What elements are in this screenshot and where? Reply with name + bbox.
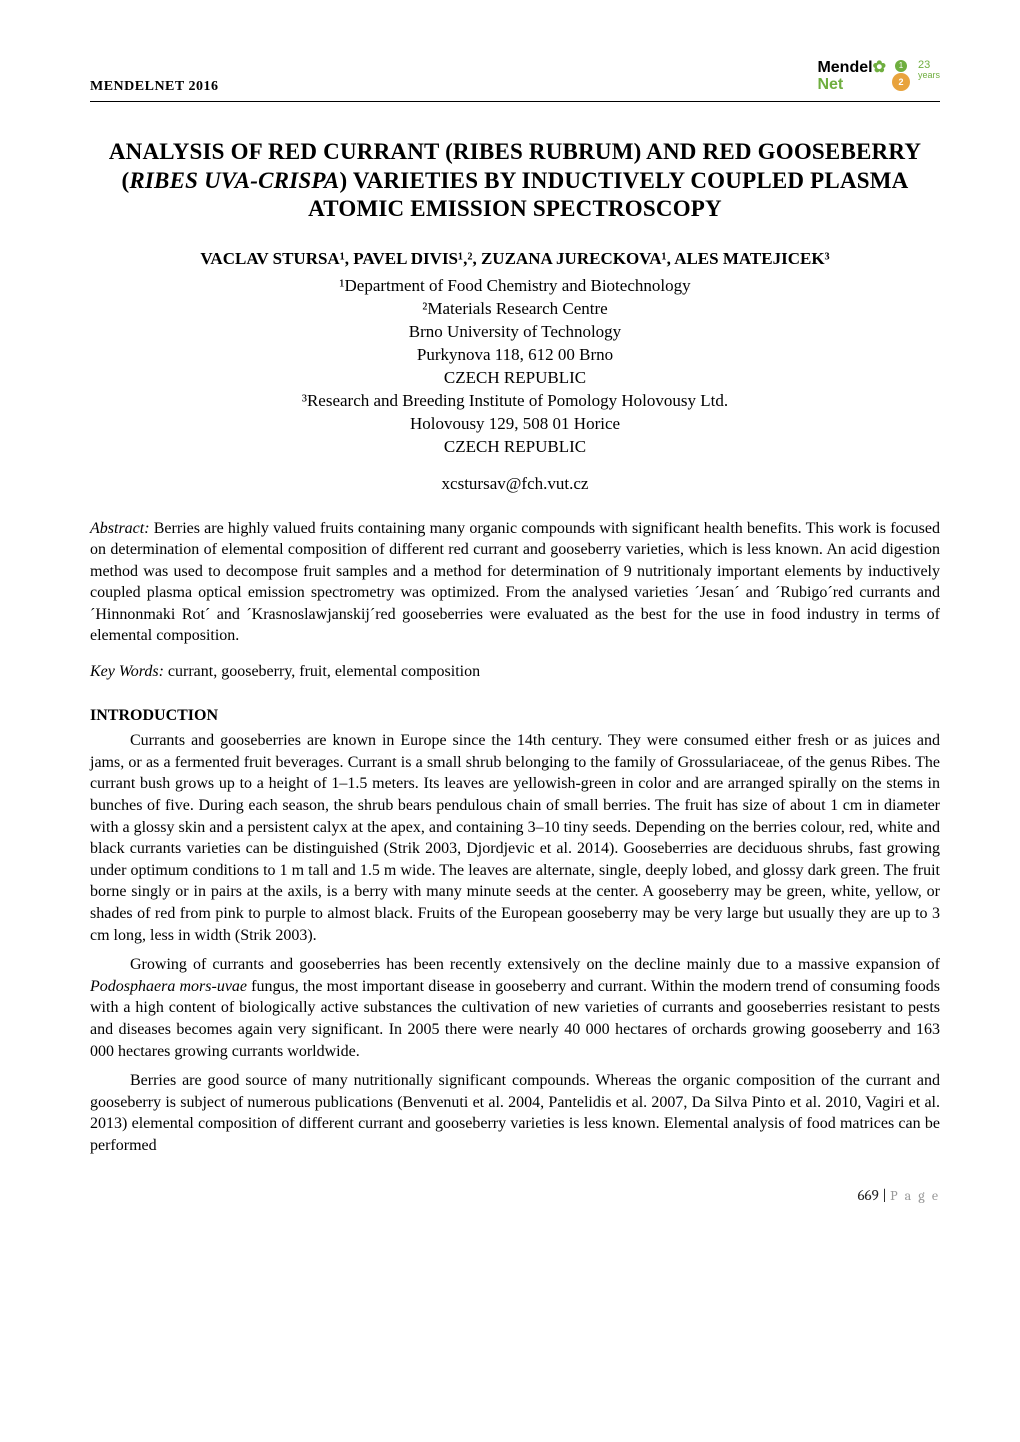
abstract-paragraph: Abstract: Berries are highly valued frui…	[90, 518, 940, 648]
paper-title: ANALYSIS OF RED CURRANT (RIBES RUBRUM) A…	[90, 138, 940, 224]
logo-text: Mendel✿ Net	[817, 60, 886, 94]
affiliation-line: ¹Department of Food Chemistry and Biotec…	[90, 275, 940, 298]
keywords-line: Key Words: currant, gooseberry, fruit, e…	[90, 661, 940, 683]
footer-separator: |	[879, 1186, 890, 1204]
page-label: P a g e	[890, 1187, 940, 1204]
affiliations-block: ¹Department of Food Chemistry and Biotec…	[90, 275, 940, 459]
logo-dot-1: 1	[895, 60, 907, 72]
affiliation-line: Brno University of Technology	[90, 321, 940, 344]
logo-years: 23 years	[918, 60, 940, 80]
keywords-label: Key Words:	[90, 663, 164, 680]
body-paragraph: Growing of currants and gooseberries has…	[90, 954, 940, 1062]
logo-leaf-icon: ✿	[873, 59, 886, 76]
conference-name: MENDELNET 2016	[90, 60, 218, 97]
body-text: Growing of currants and gooseberries has…	[130, 956, 940, 973]
authors-line: VACLAV STURSA¹, PAVEL DIVIS¹,², ZUZANA J…	[90, 248, 940, 271]
mendelnet-logo: Mendel✿ Net 1 2 23 years	[817, 60, 940, 94]
logo-word-1: Mendel	[817, 59, 872, 76]
logo-dots: 1 2	[892, 60, 910, 91]
affiliation-line: Purkynova 118, 612 00 Brno	[90, 344, 940, 367]
species-name: Podosphaera mors-uvae	[90, 978, 247, 995]
abstract-label: Abstract:	[90, 520, 150, 537]
contact-email: xcstursav@fch.vut.cz	[90, 473, 940, 496]
logo-years-label: years	[918, 70, 940, 80]
affiliation-line: CZECH REPUBLIC	[90, 367, 940, 390]
affiliation-line: ³Research and Breeding Institute of Pomo…	[90, 390, 940, 413]
keywords-text: currant, gooseberry, fruit, elemental co…	[164, 663, 480, 680]
logo-word-2: Net	[817, 76, 843, 93]
section-heading-introduction: INTRODUCTION	[90, 705, 940, 727]
affiliation-line: CZECH REPUBLIC	[90, 436, 940, 459]
page-header: MENDELNET 2016 Mendel✿ Net 1 2 23 years	[90, 60, 940, 102]
page-number: 669	[857, 1186, 878, 1204]
page-footer: 669 | P a g e	[90, 1185, 940, 1206]
body-paragraph: Currants and gooseberries are known in E…	[90, 730, 940, 946]
affiliation-line: ²Materials Research Centre	[90, 298, 940, 321]
logo-dot-2: 2	[892, 73, 910, 91]
abstract-text: Berries are highly valued fruits contain…	[90, 520, 940, 645]
body-paragraph: Berries are good source of many nutritio…	[90, 1070, 940, 1156]
affiliation-line: Holovousy 129, 508 01 Horice	[90, 413, 940, 436]
